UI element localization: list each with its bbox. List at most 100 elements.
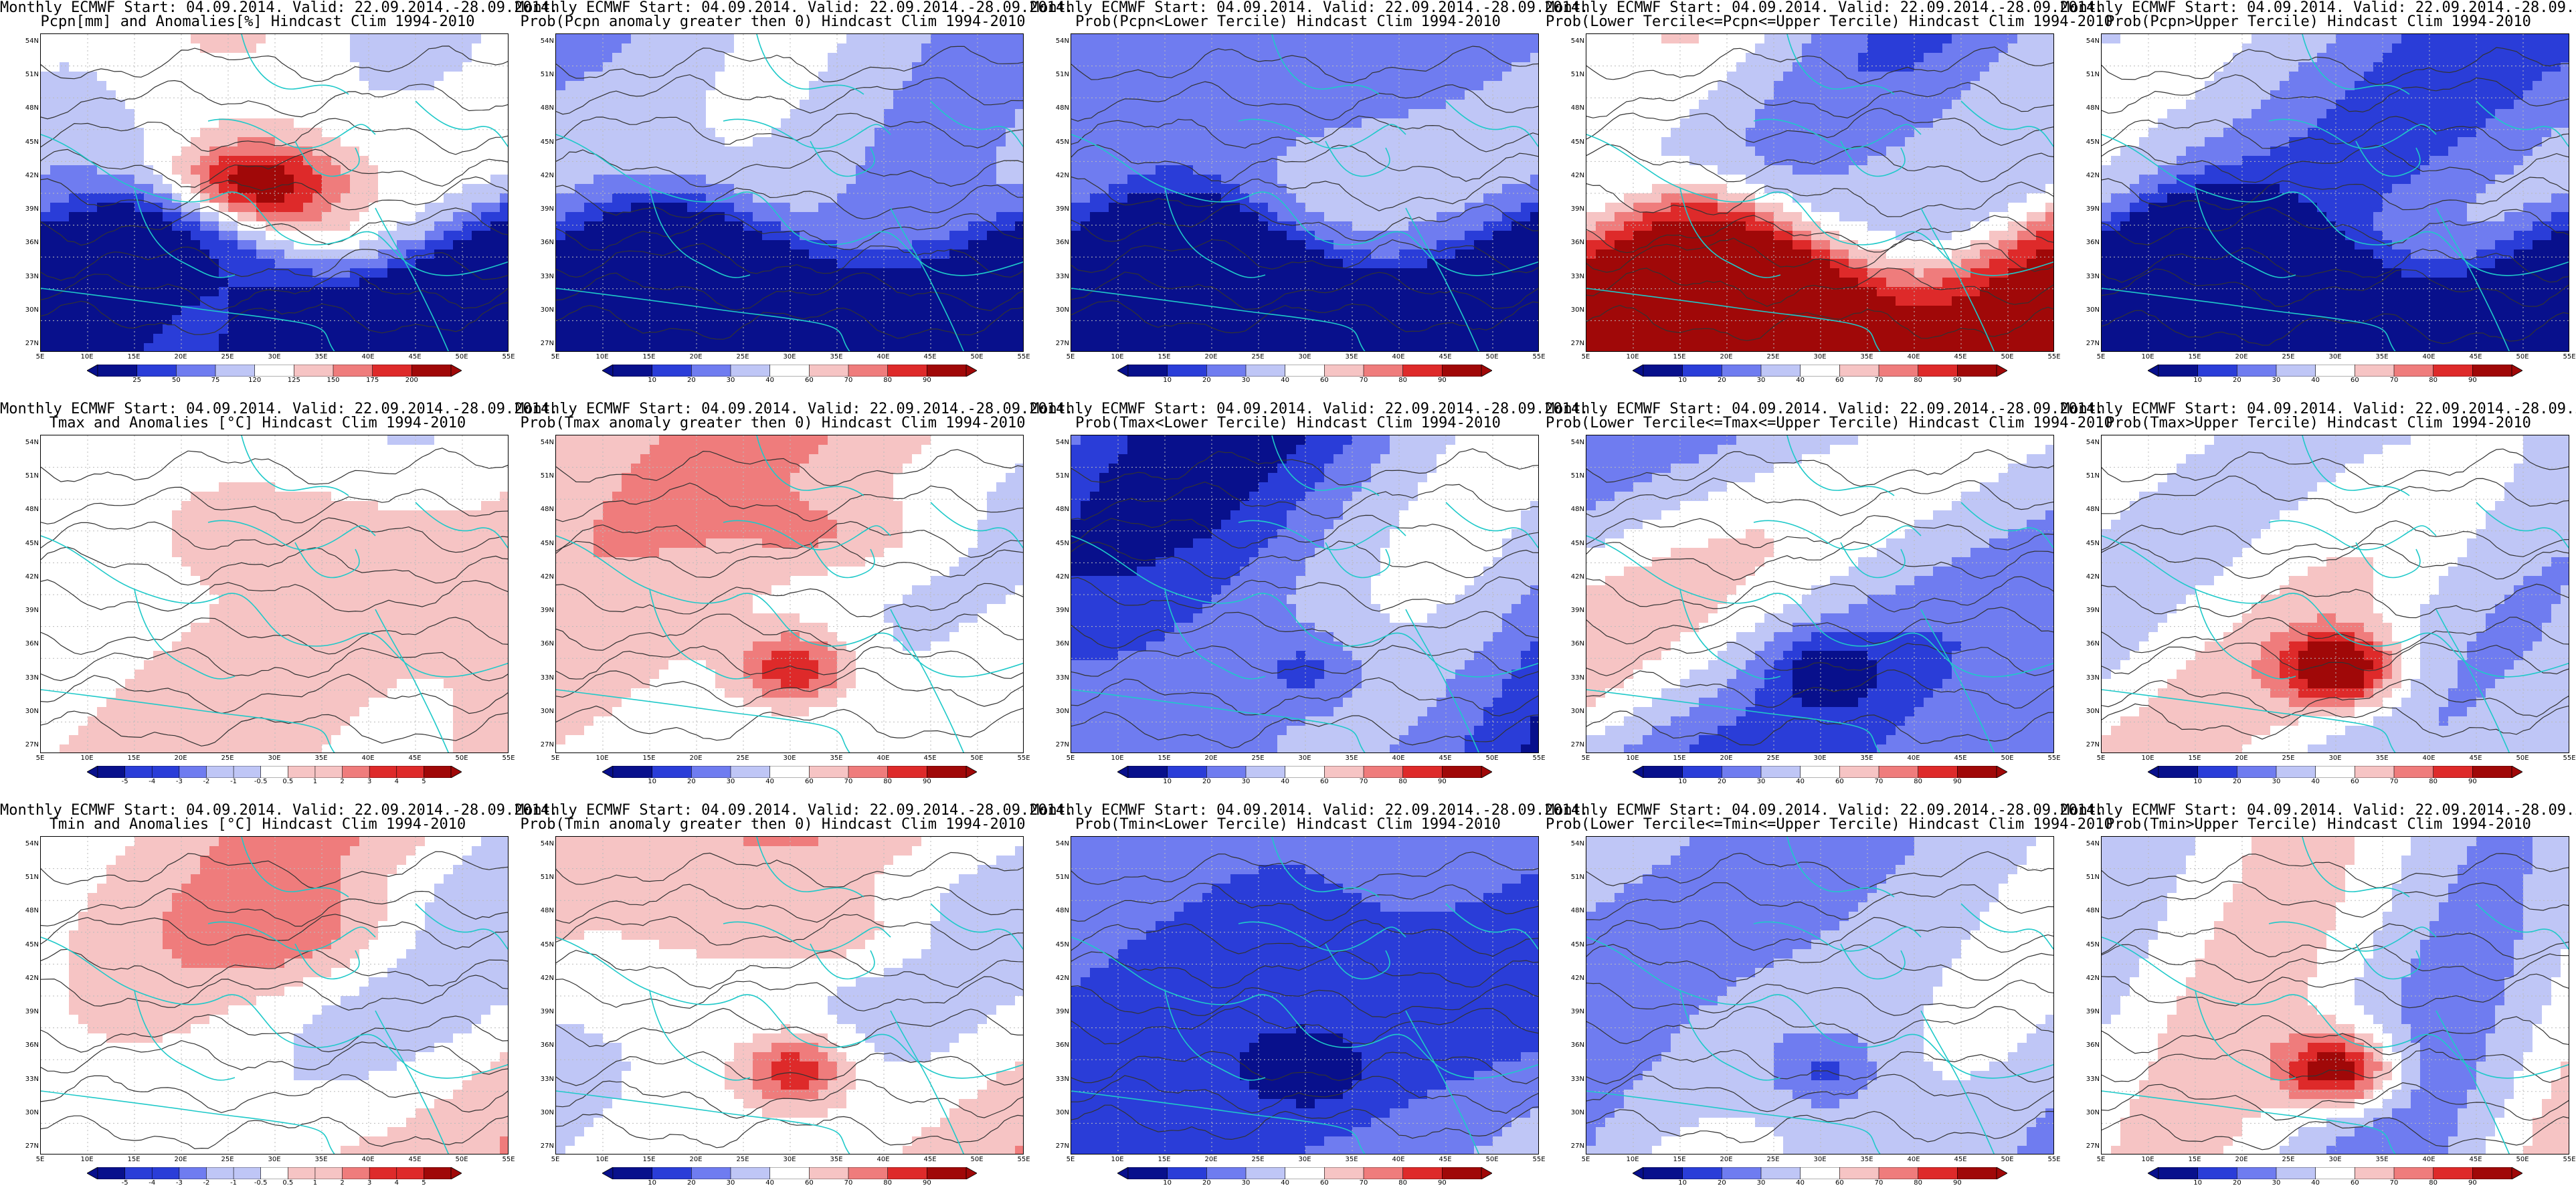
field-cell — [809, 231, 819, 241]
field-cell — [987, 259, 997, 269]
field-cell — [697, 249, 707, 260]
field-cell — [322, 146, 332, 157]
field-cell — [1240, 109, 1250, 119]
field-cell — [603, 334, 613, 344]
field-cell — [490, 193, 500, 203]
field-cell — [1371, 43, 1381, 54]
field-cell — [753, 81, 763, 91]
field-cell — [163, 324, 173, 334]
field-cell — [762, 34, 772, 44]
map-panel: Monthly ECMWF Start: 04.09.2014. Valid: … — [1030, 0, 1588, 401]
field-cell — [387, 315, 397, 325]
field-cell — [612, 240, 622, 250]
field-cell — [1427, 165, 1437, 175]
field-cell — [1521, 137, 1531, 147]
field-cell — [322, 34, 332, 44]
field-cell — [1465, 81, 1475, 91]
field-cell — [1352, 62, 1362, 72]
field-cell — [1511, 90, 1522, 100]
field-cell — [818, 259, 828, 269]
field-cell — [490, 324, 500, 334]
field-cell — [1146, 249, 1156, 260]
field-cell — [500, 296, 508, 306]
field-cell — [687, 137, 697, 147]
field-cell — [622, 240, 632, 250]
field-cell — [78, 221, 88, 231]
field-cell — [1408, 72, 1418, 82]
field-cell — [453, 34, 463, 44]
field-cell — [612, 296, 622, 306]
field-cell — [987, 137, 997, 147]
field-cell — [575, 296, 585, 306]
field-cell — [1221, 62, 1231, 72]
field-cell — [978, 34, 988, 44]
field-cell — [97, 306, 107, 316]
field-cell — [359, 343, 369, 351]
field-cell — [1137, 137, 1147, 147]
field-cell — [256, 62, 266, 72]
field-cell — [1305, 184, 1315, 194]
field-cell — [191, 296, 201, 306]
field-cell — [1511, 259, 1522, 269]
field-cell — [1015, 296, 1023, 306]
field-cell — [978, 203, 988, 213]
field-cell — [181, 249, 191, 260]
field-cell — [144, 212, 154, 222]
field-cell — [294, 175, 304, 185]
field-cell — [687, 240, 697, 250]
colorbar-segment — [612, 365, 653, 377]
field-cell — [1202, 231, 1212, 241]
field-cell — [78, 343, 88, 351]
field-cell — [612, 231, 622, 241]
field-cell — [771, 34, 781, 44]
field-cell — [771, 43, 781, 54]
field-cell — [172, 43, 182, 54]
field-cell — [1146, 287, 1156, 297]
field-cell — [1006, 118, 1016, 128]
field-cell — [416, 278, 426, 288]
field-cell — [350, 109, 360, 119]
field-cell — [500, 81, 508, 91]
field-cell — [472, 81, 482, 91]
field-cell — [1165, 81, 1175, 91]
field-cell — [903, 193, 913, 203]
field-cell — [1006, 212, 1016, 222]
field-cell — [987, 81, 997, 91]
field-cell — [60, 249, 70, 260]
field-cell — [931, 343, 941, 351]
field-cell — [1427, 53, 1437, 63]
field-cell — [1109, 203, 1119, 213]
field-cell — [69, 231, 79, 241]
field-cell — [1287, 118, 1297, 128]
field-cell — [603, 43, 613, 54]
field-cell — [490, 90, 500, 100]
field-cell — [1333, 184, 1344, 194]
field-cell — [640, 175, 650, 185]
field-cell — [875, 203, 885, 213]
field-cell — [1015, 146, 1023, 157]
field-cell — [256, 306, 266, 316]
field-cell — [931, 100, 941, 110]
field-cell — [622, 268, 632, 278]
field-cell — [668, 249, 678, 260]
field-cell — [481, 156, 491, 166]
field-cell — [1099, 90, 1109, 100]
field-cell — [500, 109, 508, 119]
field-cell — [1109, 249, 1119, 260]
field-cell — [1390, 128, 1400, 138]
field-cell — [1006, 81, 1016, 91]
field-cell — [1118, 137, 1128, 147]
field-cell — [800, 306, 810, 316]
field-cell — [725, 62, 735, 72]
field-cell — [828, 296, 838, 306]
field-cell — [50, 128, 60, 138]
field-cell — [106, 212, 116, 222]
field-cell — [472, 109, 482, 119]
field-cell — [1193, 156, 1203, 166]
field-cell — [846, 184, 856, 194]
field-cell — [884, 240, 894, 250]
field-cell — [1352, 212, 1362, 222]
field-cell — [725, 296, 735, 306]
field-cell — [706, 90, 716, 100]
field-cell — [1071, 203, 1081, 213]
